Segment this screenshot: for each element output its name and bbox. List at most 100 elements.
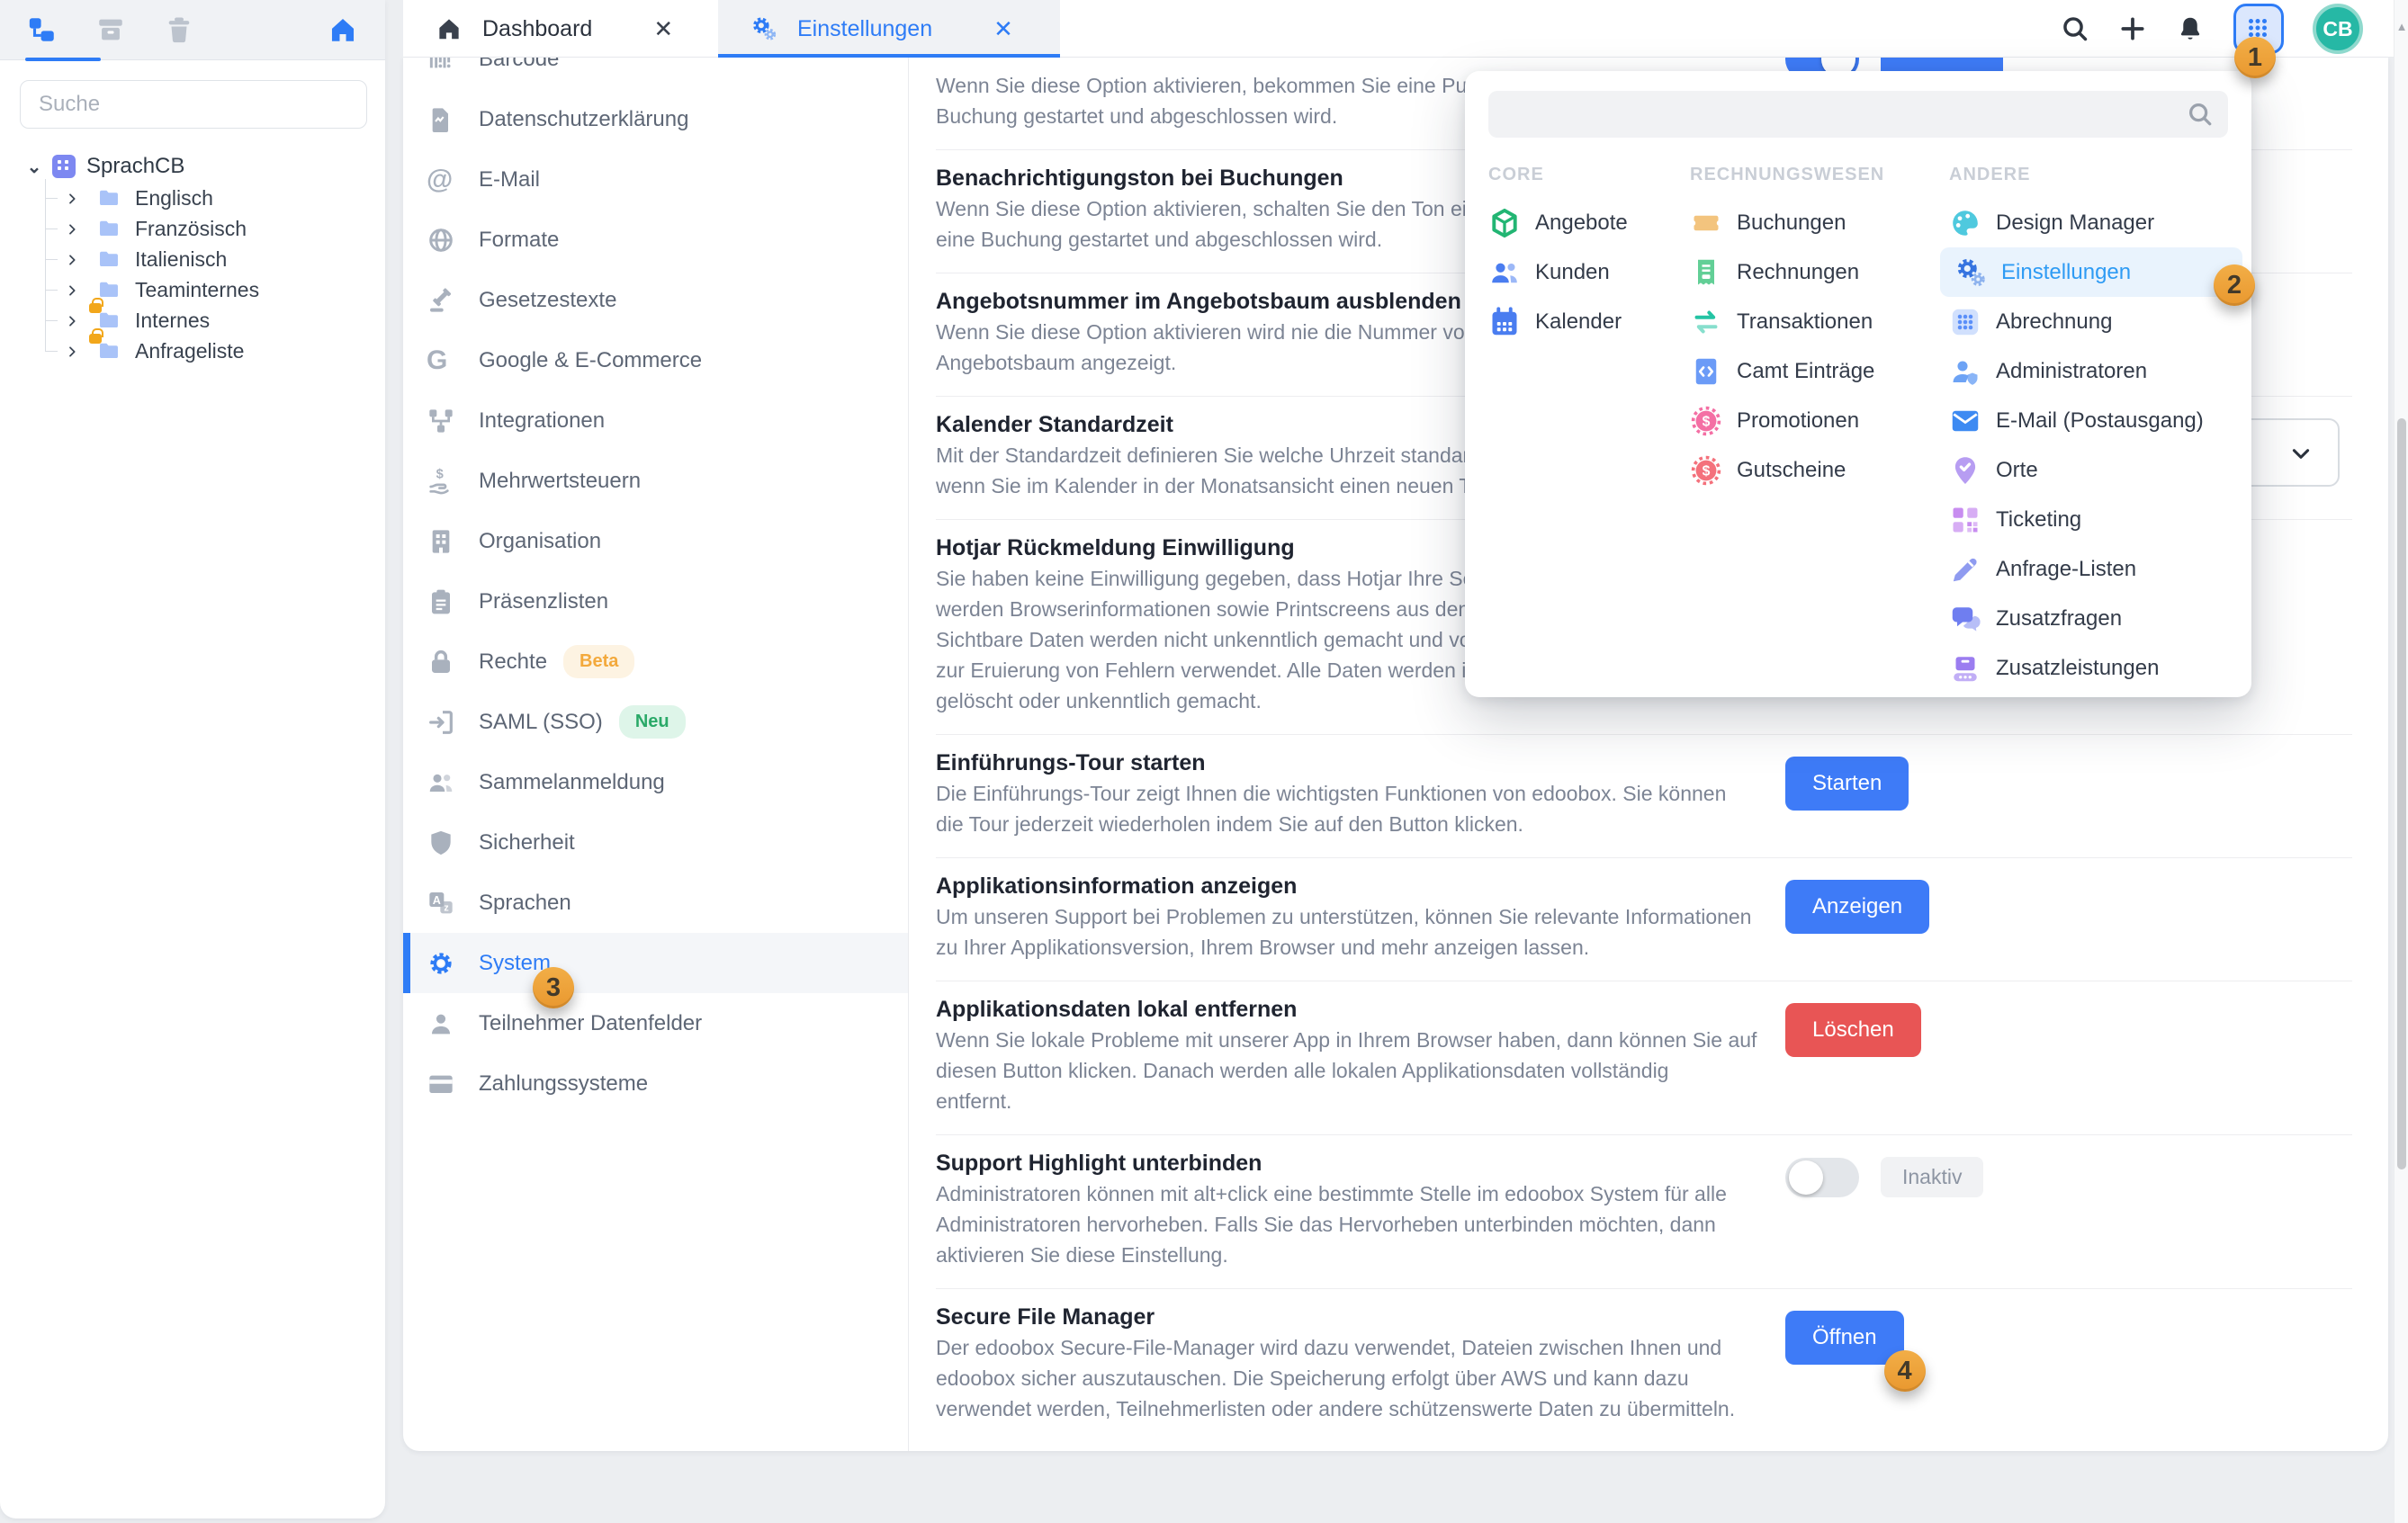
popup-app-label: Promotionen	[1737, 408, 1860, 433]
starten-button[interactable]: Starten	[1785, 757, 1909, 811]
popup-app-promotionen[interactable]: $ Promotionen	[1690, 396, 1949, 445]
popup-app-abrechnung[interactable]: Abrechnung	[1949, 297, 2228, 346]
section-control: Löschen	[1764, 994, 2352, 1116]
ffnen-button[interactable]: Öffnen	[1785, 1311, 1904, 1365]
tree-view-icon[interactable]	[27, 14, 58, 45]
plus-icon[interactable]	[2118, 14, 2147, 43]
chevron-right-icon[interactable]	[61, 221, 83, 236]
popup-column-rechnungswesen: RECHNUNGSWESEN Buchungen Rechnungen Transak…	[1690, 165, 1949, 693]
settings-menu-item-mehrwertsteuern[interactable]: $ Mehrwertsteuern	[403, 451, 908, 511]
popup-app-anfrage-listen[interactable]: Anfrage-Listen	[1949, 544, 2228, 594]
section-control: Anzeigen	[1764, 871, 2352, 963]
settings-menu-item-system[interactable]: System	[403, 933, 908, 993]
tree-item-französisch[interactable]: Französisch	[45, 213, 385, 244]
settings-menu-item-rechte[interactable]: Rechte Beta	[403, 632, 908, 692]
popup-app-rechnungen[interactable]: Rechnungen	[1690, 247, 1949, 297]
popup-app-label: Kunden	[1535, 259, 1610, 284]
chevron-down-icon[interactable]: ⌄	[26, 157, 42, 177]
svg-text:z: z	[444, 902, 448, 913]
popup-app-label: Administratoren	[1996, 358, 2148, 383]
notifications-bell-icon[interactable]	[2176, 14, 2205, 43]
anzeigen-button[interactable]: Anzeigen	[1785, 880, 1930, 934]
settings-menu-item-datenschutzerkl-rung[interactable]: Datenschutzerklärung	[403, 89, 908, 149]
tab-dashboard[interactable]: Dashboard ✕	[403, 0, 718, 58]
chevron-right-icon[interactable]	[61, 282, 83, 297]
tree-item-englisch[interactable]: Englisch	[45, 183, 385, 213]
tree-item-label: Anfrageliste	[135, 338, 245, 363]
home-icon[interactable]	[328, 14, 358, 45]
tree-item-internes[interactable]: Internes	[45, 298, 385, 336]
section-text: Support Highlight unterbinden Administrat…	[936, 1148, 1764, 1270]
settings-menu-item-label: Organisation	[479, 528, 602, 553]
tree-root[interactable]: ⌄ SprachCB	[25, 150, 385, 183]
settings-menu-item-pr-senzlisten[interactable]: Präsenzlisten	[403, 571, 908, 632]
popup-app-administratoren[interactable]: Administratoren	[1949, 346, 2228, 396]
apps-popup-search-input[interactable]	[1488, 91, 2228, 138]
section-text: Applikationsinformation anzeigen Um unser…	[936, 871, 1764, 963]
at-icon: @	[427, 164, 454, 194]
settings-menu-item-e-mail[interactable]: @ E-Mail	[403, 149, 908, 210]
globe-icon	[427, 226, 455, 255]
popup-app-angebote[interactable]: Angebote	[1488, 198, 1690, 247]
settings-menu-item-gesetzestexte[interactable]: Gesetzestexte	[403, 270, 908, 330]
settings-menu-item-formate[interactable]: Formate	[403, 210, 908, 270]
toggle-off[interactable]	[1785, 1157, 1859, 1197]
popup-app-kalender[interactable]: Kalender	[1488, 297, 1690, 346]
settings-menu-item-label: Sicherheit	[479, 829, 575, 855]
popup-app-zusatzfragen[interactable]: Zusatzfragen	[1949, 594, 2228, 643]
svg-text:$: $	[1703, 463, 1711, 479]
sidebar-search-input[interactable]	[20, 80, 367, 129]
apps-popup-search	[1488, 91, 2228, 138]
settings-menu-item-sammelanmeldung[interactable]: Sammelanmeldung	[403, 752, 908, 812]
section-text: Applikationsdaten lokal entfernen Wenn Si…	[936, 994, 1764, 1116]
settings-menu-item-label: Barcode	[479, 58, 560, 71]
chevron-right-icon[interactable]	[61, 252, 83, 266]
trash-icon[interactable]	[164, 14, 194, 45]
lock-icon	[89, 328, 103, 344]
close-icon[interactable]: ✕	[653, 14, 674, 42]
popup-app-e-mail-postausgang-[interactable]: E-Mail (Postausgang)	[1949, 396, 2228, 445]
chevron-right-icon[interactable]	[61, 313, 83, 327]
settings-menu-item-teilnehmer-datenfelder[interactable]: Teilnehmer Datenfelder	[403, 993, 908, 1053]
window-scrollbar[interactable]: ▲	[2394, 0, 2408, 1523]
popup-app-ticketing[interactable]: Ticketing	[1949, 495, 2228, 544]
popup-app-design-manager[interactable]: Design Manager	[1949, 198, 2228, 247]
settings-menu-item-saml-sso-[interactable]: SAML (SSO) Neu	[403, 692, 908, 752]
chevron-right-icon[interactable]	[61, 344, 83, 358]
description-line: Wenn Sie lokale Probleme mit unserer App…	[936, 1028, 1757, 1052]
tab-label: Einstellungen	[797, 15, 933, 41]
popup-app-camt-eintr-ge[interactable]: Camt Einträge	[1690, 346, 1949, 396]
scrollbar-thumb[interactable]	[2397, 418, 2406, 1169]
search-icon[interactable]	[2061, 14, 2089, 43]
popup-app-buchungen[interactable]: Buchungen	[1690, 198, 1949, 247]
settings-menu-item-google-e-commerce[interactable]: G Google & E-Commerce	[403, 330, 908, 390]
settings-menu-item-barcode[interactable]: Barcode	[403, 58, 908, 89]
lschen-button[interactable]: Löschen	[1785, 1003, 1921, 1057]
archive-icon[interactable]	[95, 14, 126, 45]
tree-item-italienisch[interactable]: Italienisch	[45, 244, 385, 274]
popup-app-orte[interactable]: Orte	[1949, 445, 2228, 495]
settings-menu-item-organisation[interactable]: Organisation	[403, 511, 908, 571]
popup-app-label: Ticketing	[1996, 506, 2082, 532]
clipboard-icon	[427, 587, 455, 616]
close-icon[interactable]: ✕	[993, 14, 1013, 42]
tree-item-anfrageliste[interactable]: Anfrageliste	[45, 328, 385, 366]
settings-menu-item-integrationen[interactable]: Integrationen	[403, 390, 908, 451]
settings-menu-item-zahlungssysteme[interactable]: Zahlungssysteme	[403, 1053, 908, 1114]
popup-app-kunden[interactable]: Kunden	[1488, 247, 1690, 297]
settings-menu-item-label: Zahlungssysteme	[479, 1071, 649, 1096]
popup-app-zusatzleistungen[interactable]: Zusatzleistungen	[1949, 643, 2228, 693]
popup-app-einstellungen[interactable]: Einstellungen	[1940, 247, 2242, 297]
tree-item-teaminternes[interactable]: Teaminternes	[45, 274, 385, 305]
avatar[interactable]: CB	[2313, 4, 2363, 54]
grid-icon	[1949, 306, 1981, 338]
popup-app-transaktionen[interactable]: Transaktionen	[1690, 297, 1949, 346]
description-line: Sichtbare Daten werden nicht unkenntlich…	[936, 628, 1471, 651]
scroll-up-arrow-icon[interactable]: ▲	[2395, 20, 2408, 33]
tab-einstellungen[interactable]: Einstellungen ✕	[718, 0, 1060, 58]
chevron-right-icon[interactable]	[61, 191, 83, 205]
popup-app-gutscheine[interactable]: $ Gutscheine	[1690, 445, 1949, 495]
section-title: Angebotsnummer im Angebotsbaum ausblende…	[936, 289, 1461, 314]
settings-menu-item-sicherheit[interactable]: Sicherheit	[403, 812, 908, 873]
